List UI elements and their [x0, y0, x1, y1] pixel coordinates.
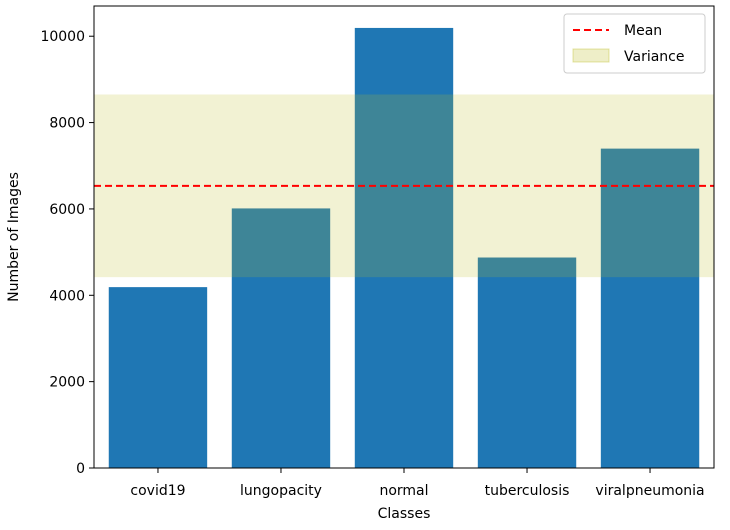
legend-box: [563, 13, 706, 74]
bar-normal: [354, 27, 454, 469]
x-tick-label-lungopacity: lungopacity: [240, 483, 322, 499]
x-axis-title: Classes: [378, 506, 431, 522]
x-tick-label-viralpneumonia: viralpneumonia: [595, 483, 704, 499]
x-axis: covid19 lungopacity normal tuberculosis vira…: [130, 468, 705, 499]
y-axis-title: Number of Images: [6, 172, 22, 302]
x-tick-label-tuberculosis: tuberculosis: [485, 483, 570, 499]
bar-tuberculosis: [477, 257, 577, 468]
y-tick-label: 0: [76, 461, 85, 477]
legend-variance-swatch: [572, 48, 610, 63]
bar-covid19: [108, 287, 208, 468]
x-tick-label-normal: normal: [379, 483, 428, 499]
legend-variance-label: Variance: [624, 49, 684, 65]
y-tick-label: 4000: [49, 288, 85, 304]
bars: [108, 27, 700, 469]
legend-mean-label: Mean: [624, 23, 662, 39]
bar-lungopacity: [231, 208, 331, 469]
legend: Mean Variance: [563, 13, 706, 74]
y-axis: 0 2000 4000 6000 8000 10000: [40, 29, 94, 477]
y-tick-label: 10000: [40, 29, 85, 45]
y-tick-label: 2000: [49, 375, 85, 391]
bar-viralpneumonia: [600, 148, 700, 468]
y-tick-label: 6000: [49, 202, 85, 218]
y-tick-label: 8000: [49, 116, 85, 132]
x-tick-label-covid19: covid19: [130, 483, 185, 499]
